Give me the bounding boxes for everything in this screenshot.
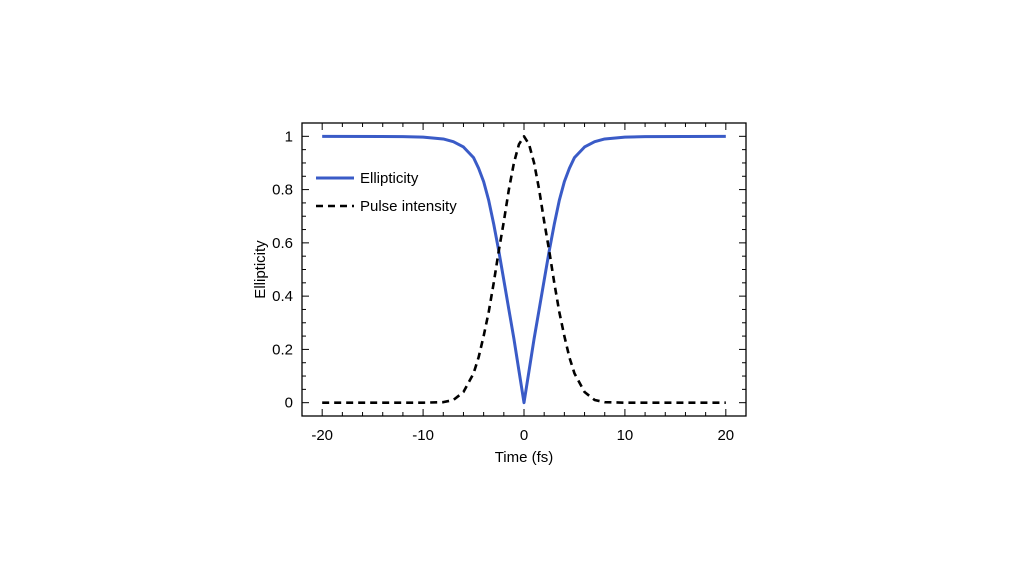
series-layer	[322, 134, 726, 405]
series-line-ellipticity	[322, 134, 726, 405]
y-tick-label: 0.2	[272, 341, 293, 358]
y-tick-label: 0.6	[272, 235, 293, 252]
series-line-pulse-intensity	[322, 135, 726, 404]
minor-ticks	[301, 122, 747, 417]
y-tick-label: 1	[285, 128, 293, 145]
y-tick-label: 0	[285, 395, 293, 412]
x-axis-label: Time (fs)	[495, 449, 554, 466]
x-tick-label: 10	[617, 427, 634, 444]
x-tick-label: 0	[520, 427, 528, 444]
x-tick-label: -20	[311, 427, 333, 444]
legend-label-ellipticity: Ellipticity	[360, 170, 419, 187]
legend-label-pulse-intensity: Pulse intensity	[360, 198, 457, 215]
tick-labels: -20 -10 0 10 20 0 0.2 0.4 0.6 0.8 1	[272, 128, 734, 444]
y-tick-label: 0.4	[272, 288, 293, 305]
x-tick-label: -10	[412, 427, 434, 444]
x-tick-label: 20	[717, 427, 734, 444]
legend: Ellipticity Pulse intensity	[316, 170, 457, 215]
major-ticks	[302, 123, 746, 416]
plot-frame	[301, 122, 747, 417]
y-tick-label: 0.8	[272, 182, 293, 199]
y-axis-label: Ellipticity	[252, 240, 269, 299]
